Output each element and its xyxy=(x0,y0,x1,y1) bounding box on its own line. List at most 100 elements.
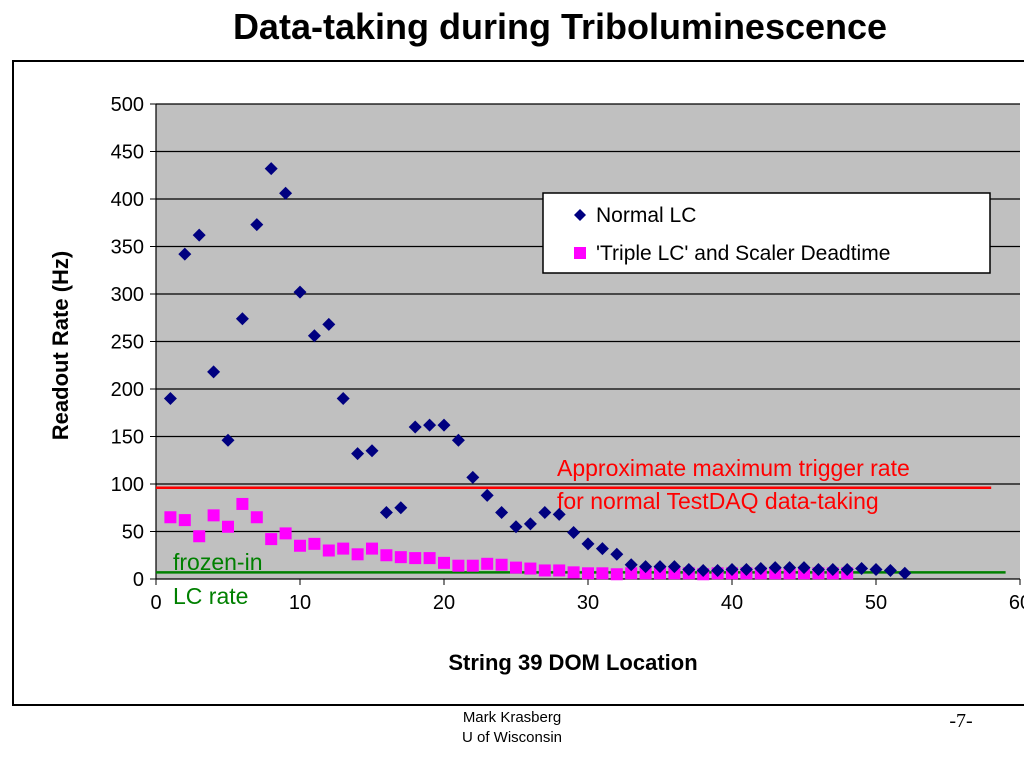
data-point-square xyxy=(164,511,177,524)
data-point-square xyxy=(510,561,522,574)
legend-marker-diamond xyxy=(574,209,586,221)
data-point-diamond xyxy=(221,433,235,447)
data-point-square xyxy=(308,537,321,550)
data-point-diamond xyxy=(783,561,797,575)
data-point-diamond xyxy=(250,218,264,232)
reference-lines: Approximate maximum trigger rate for norm… xyxy=(156,455,1006,609)
data-point-diamond xyxy=(754,562,768,576)
data-point-diamond xyxy=(495,506,509,519)
data-point-square xyxy=(207,509,220,522)
data-point-diamond xyxy=(639,560,653,574)
data-point-square xyxy=(466,559,479,572)
data-point-diamond xyxy=(279,186,293,200)
data-point-square xyxy=(265,533,278,546)
frozen-in-lc-rate-line-label-1: frozen-in xyxy=(173,549,262,575)
data-point-diamond xyxy=(336,392,350,405)
tick-labels: 0 50 100 150 200 250 300 350 400 450 500 0 10 20 30 40 5… xyxy=(111,94,1024,614)
x-tick-label: 60 xyxy=(1009,592,1024,614)
y-tick-label: 300 xyxy=(111,284,144,306)
data-point-diamond xyxy=(797,561,811,575)
data-point-square xyxy=(409,552,422,565)
data-point-diamond xyxy=(451,433,465,447)
y-tick-label: 50 xyxy=(122,522,144,544)
data-point-square xyxy=(322,544,335,557)
data-point-diamond xyxy=(423,418,437,432)
data-point-diamond xyxy=(437,418,451,432)
legend-box xyxy=(542,192,991,274)
data-point-diamond xyxy=(394,501,408,515)
data-point-square xyxy=(222,520,234,533)
y-tick-label: 100 xyxy=(111,474,144,496)
data-point-square xyxy=(294,539,306,552)
data-point-square xyxy=(366,542,378,555)
footer-affiliation: U of Wisconsin xyxy=(461,729,563,746)
y-tick-label: 250 xyxy=(111,332,144,354)
data-point-diamond xyxy=(192,228,206,242)
data-point-square xyxy=(668,567,681,580)
x-tick-label: 40 xyxy=(721,592,743,614)
max-trigger-rate-line-label-1: Approximate maximum trigger rate xyxy=(557,455,910,481)
y-tick-label: 400 xyxy=(111,189,144,211)
x-tick-label: 0 xyxy=(150,592,161,614)
data-point-diamond xyxy=(235,312,249,326)
data-point-diamond xyxy=(581,537,595,551)
data-point-diamond xyxy=(307,329,321,343)
data-point-diamond xyxy=(826,563,840,576)
data-point-diamond xyxy=(379,506,393,519)
data-point-square xyxy=(452,559,465,572)
footer: Mark Krasberg U of Wisconsin xyxy=(412,708,612,748)
y-tick-label: 500 xyxy=(111,94,144,116)
data-point-square xyxy=(438,556,450,569)
data-point-square xyxy=(423,552,436,565)
data-point-diamond xyxy=(739,563,753,576)
data-point-square xyxy=(538,564,551,577)
data-point-diamond xyxy=(264,162,278,176)
x-tick-label: 20 xyxy=(433,592,455,614)
data-point-diamond xyxy=(682,563,696,576)
y-tick-label: 150 xyxy=(111,427,144,449)
data-point-square xyxy=(193,530,206,543)
x-tick-label: 30 xyxy=(577,592,599,614)
legend-marker-square xyxy=(574,247,586,259)
data-point-square xyxy=(625,567,638,580)
x-tick-label: 10 xyxy=(289,592,311,614)
data-point-square xyxy=(567,566,580,579)
data-point-diamond xyxy=(883,563,897,577)
footer-author: Mark Krasberg xyxy=(462,709,562,726)
data-point-square xyxy=(394,551,407,564)
data-point-square xyxy=(250,511,263,524)
data-point-diamond xyxy=(163,392,177,405)
data-point-diamond xyxy=(696,563,710,577)
data-point-square xyxy=(610,568,623,581)
data-point-diamond xyxy=(667,560,681,574)
data-point-square xyxy=(337,542,350,555)
data-point-square xyxy=(236,497,249,510)
data-point-diamond xyxy=(538,506,552,519)
data-point-diamond xyxy=(351,447,365,461)
data-point-square xyxy=(178,514,191,527)
data-point-diamond xyxy=(293,285,307,299)
data-point-square xyxy=(380,549,393,562)
data-point-square xyxy=(596,567,609,580)
data-point-diamond xyxy=(869,563,883,576)
y-tick-label: 200 xyxy=(111,379,144,401)
x-tick-label: 50 xyxy=(865,592,887,614)
data-point-square xyxy=(279,527,292,540)
page-number: -7- xyxy=(949,710,973,732)
data-point-diamond xyxy=(322,317,336,331)
frozen-in-lc-rate-line-label-2: LC rate xyxy=(173,583,248,609)
data-point-square xyxy=(553,564,566,577)
data-point-diamond xyxy=(711,563,725,577)
data-point-diamond xyxy=(480,488,494,502)
data-point-square xyxy=(481,557,494,570)
data-point-diamond xyxy=(624,558,638,572)
data-point-diamond xyxy=(898,566,912,580)
legend: Normal LC 'Triple LC' and Scaler Deadtime xyxy=(542,192,991,274)
series-layer xyxy=(163,162,912,581)
y-tick-label: 0 xyxy=(133,569,144,591)
max-trigger-rate-line-label-2: for normal TestDAQ data-taking xyxy=(557,488,879,514)
data-point-diamond xyxy=(523,517,537,531)
legend-entry-label: 'Triple LC' and Scaler Deadtime xyxy=(596,242,890,265)
y-tick-label: 450 xyxy=(111,142,144,164)
